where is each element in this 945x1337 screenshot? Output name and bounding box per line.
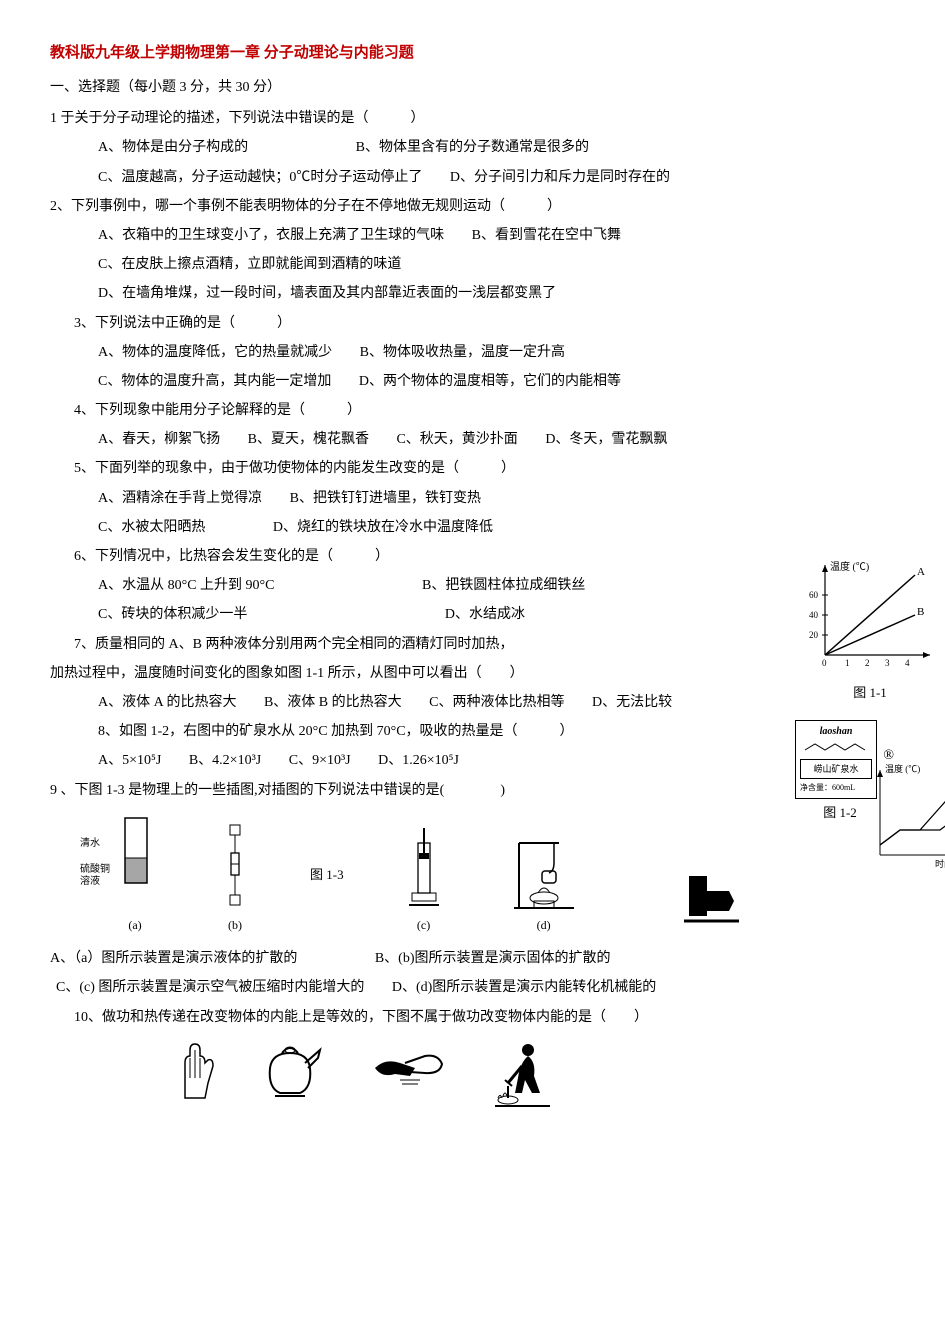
q1-opt-d: D、分子间引力和斥力是同时存在的 [450,165,670,190]
q4-opt-d: D、冬天，雪花飘飘 [545,427,667,452]
q5-opt-d: D、烧红的铁块放在冷水中温度降低 [273,515,493,540]
svg-text:1: 1 [845,658,850,668]
fig-1-3-c: (c) [404,823,444,937]
svg-text:0: 0 [822,658,827,668]
person-drilling-icon [490,1038,570,1113]
q2-stem: 2、下列事例中，哪一个事例不能表明物体的分子在不停地做无规则运动（ ） [50,194,895,219]
q1-opt-b: B、物体里含有的分子数通常是很多的 [356,135,589,160]
q6-opt-c: C、砖块的体积减少一半 [98,602,247,627]
q6-opt-a: A、水温从 80°C 上升到 90°C [98,573,274,598]
svg-text:A: A [917,566,925,578]
fig-1-3-extra [684,866,744,936]
q7-line1: 7、质量相同的 A、B 两种液体分别用两个完全相同的酒精灯同时加热， [74,632,895,657]
q9-stem: 9 、下图 1-3 是物理上的一些插图,对插图的下列说法中错误的是( ) [50,778,895,803]
q3-opt-c: C、物体的温度升高，其内能一定增加 [98,369,331,394]
svg-text:时间（分: 时间（分 [935,858,945,869]
q5-opt-b: B、把铁钉钉进墙里，铁钉变热 [290,486,481,511]
kettle-icon [260,1038,330,1108]
fig11-caption: 图 1-1 [805,681,935,704]
q2-opt-d: D、在墙角堆煤，过一段时间，墙表面及其内部靠近表面的一浅层都变黑了 [98,281,895,306]
svg-text:2: 2 [865,658,870,668]
q6-stem: 6、下列情况中，比热容会发生变化的是（ ） [74,544,895,569]
q4-opt-a: A、春天，柳絮飞扬 [98,427,220,452]
svg-text:4: 4 [905,658,910,668]
q7-opt-b: B、液体 B 的比热容大 [264,690,402,715]
hands-rubbing-icon [370,1038,450,1098]
svg-text:20: 20 [809,630,819,640]
q4-opt-b: B、夏天，槐花飘香 [248,427,369,452]
svg-text:温度 (℃): 温度 (℃) [885,763,920,774]
figure-1-1: 温度 (℃) 20 40 60 0 1 2 3 4 A B 图 1-1 [805,560,935,705]
document-title: 教科版九年级上学期物理第一章 分子动理论与内能习题 [50,40,895,67]
figure-right-3: 温度 (℃) 时间（分 乙 甲 [865,760,945,879]
svg-text:B: B [917,606,924,618]
fig-1-3-caption: 图 1-3 [310,863,344,886]
svg-text:3: 3 [885,658,890,668]
q8-stem: 8、如图 1-2，右图中的矿泉水从 20°C 加热到 70°C，吸收的热量是（ … [98,719,895,744]
q10-images-row [170,1038,895,1113]
q7-line2: 加热过程中，温度随时间变化的图象如图 1-1 所示，从图中可以看出（ ） [50,661,895,686]
q1-stem: 1 于关于分子动理论的描述，下列说法中错误的是（ ） [50,106,895,131]
fig-1-3-b: (b) [220,823,250,937]
q9-opt-d: D、(d)图所示装置是演示内能转化机械能的 [392,975,656,1000]
hand-icon [170,1038,220,1108]
q7-opt-d: D、无法比较 [592,690,672,715]
svg-text:60: 60 [809,590,819,600]
q5-stem: 5、下面列举的现象中，由于做功使物体的内能发生改变的是（ ） [74,456,895,481]
q8-opt-b: B、4.2×10³J [189,748,261,773]
q1-opt-c: C、温度越高，分子运动越快；0℃时分子运动停止了 [98,165,422,190]
q3-opt-d: D、两个物体的温度相等，它们的内能相等 [359,369,621,394]
q9-opt-b: B、(b)图所示装置是演示固体的扩散的 [375,946,611,971]
q7-opt-a: A、液体 A 的比热容大 [98,690,236,715]
q5-opt-a: A、酒精涂在手背上觉得凉 [98,486,262,511]
q8-opt-d: D、1.26×10⁵J [378,748,459,773]
figure-1-3-row: 清水 硫酸铜 溶液 (a) (b) 图 1-3 (c) [110,813,895,937]
q8-opt-c: C、9×10³J [289,748,351,773]
fig-1-3-a: 清水 硫酸铜 溶液 (a) [110,813,160,937]
q4-stem: 4、下列现象中能用分子论解释的是（ ） [74,398,895,423]
q5-opt-c: C、水被太阳晒热 [98,515,205,540]
q8-opt-a: A、5×10⁵J [98,748,161,773]
svg-text:40: 40 [809,610,819,620]
q6-opt-b: B、把铁圆柱体拉成细铁丝 [422,573,585,598]
q3-opt-a: A、物体的温度降低，它的热量就减少 [98,340,332,365]
q4-opt-c: C、秋天，黄沙扑面 [396,427,517,452]
fig-1-3-d: (d) [504,823,584,937]
q2-opt-b: B、看到雪花在空中飞舞 [472,223,621,248]
q3-stem: 3、下列说法中正确的是（ ） [74,311,895,336]
q9-opt-c: C、(c) 图所示装置是演示空气被压缩时内能增大的 [56,975,364,1000]
section-heading: 一、选择题（每小题 3 分，共 30 分） [50,75,895,100]
q2-opt-c: C、在皮肤上擦点酒精，立即就能闻到酒精的味道 [98,252,895,277]
q2-opt-a: A、衣箱中的卫生球变小了，衣服上充满了卫生球的气味 [98,223,444,248]
q9-opt-a: A、（a）图所示装置是演示液体的扩散的 [50,946,297,971]
q3-opt-b: B、物体吸收热量，温度一定升高 [360,340,565,365]
fig11-ylabel: 温度 (℃) [830,560,869,573]
q6-opt-d: D、水结成冰 [445,602,525,627]
q7-opt-c: C、两种液体比热相等 [429,690,564,715]
q10-stem: 10、做功和热传递在改变物体的内能上是等效的，下图不属于做功改变物体内能的是（ … [74,1005,895,1030]
q1-opt-a: A、物体是由分子构成的 [98,135,248,160]
